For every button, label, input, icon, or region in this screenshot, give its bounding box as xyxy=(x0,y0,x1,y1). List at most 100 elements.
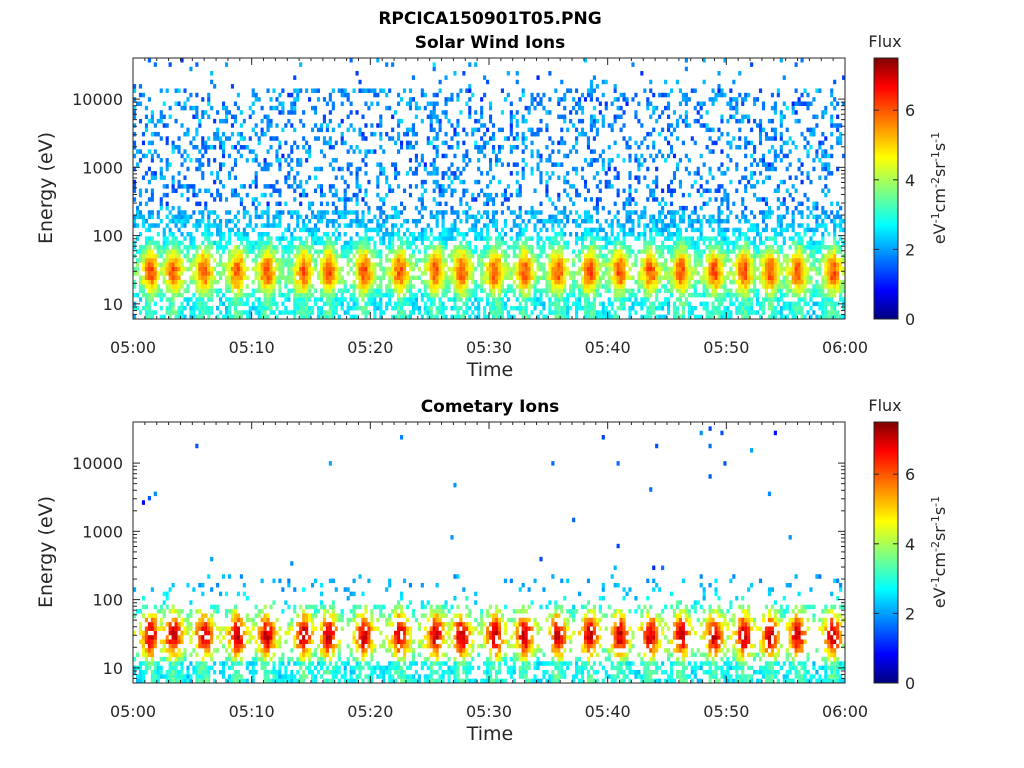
heatmap-cell xyxy=(435,288,439,294)
heatmap-cell xyxy=(204,245,208,250)
heatmap-cell xyxy=(133,245,137,250)
heatmap-cell xyxy=(465,162,469,167)
heatmap-cell xyxy=(720,262,724,267)
heatmap-cell xyxy=(566,171,570,176)
heatmap-cell xyxy=(150,310,154,315)
heatmap-cell xyxy=(281,262,285,267)
heatmap-cell xyxy=(311,236,315,241)
heatmap-cell xyxy=(583,314,588,320)
heatmap-cell xyxy=(705,271,709,276)
heatmap-cell xyxy=(337,166,341,172)
heatmap-cell xyxy=(189,184,193,189)
heatmap-cell xyxy=(566,310,570,315)
heatmap-cell xyxy=(135,305,140,311)
heatmap-cell xyxy=(764,236,769,241)
heatmap-cell xyxy=(684,271,688,276)
heatmap-cell xyxy=(548,236,552,241)
heatmap-cell xyxy=(278,310,282,315)
heatmap-cell xyxy=(592,262,596,267)
heatmap-cell xyxy=(491,197,496,202)
heatmap-cell xyxy=(471,227,475,233)
heatmap-cell xyxy=(791,258,795,263)
heatmap-cell xyxy=(563,271,567,276)
heatmap-cell xyxy=(468,205,472,211)
heatmap-cell xyxy=(165,240,169,246)
heatmap-cell xyxy=(669,288,674,294)
heatmap-cell xyxy=(761,162,766,167)
heatmap-cell xyxy=(506,253,510,259)
heatmap-cell xyxy=(233,314,237,320)
heatmap-cell xyxy=(201,214,205,220)
heatmap-cell xyxy=(459,253,463,259)
heatmap-cell xyxy=(186,166,190,172)
heatmap-cell xyxy=(566,297,570,302)
heatmap-cell xyxy=(827,153,831,159)
heatmap-cell xyxy=(681,236,685,241)
heatmap-cell xyxy=(174,271,178,276)
heatmap-cell xyxy=(794,249,798,254)
heatmap-cell xyxy=(652,145,656,150)
heatmap-cell xyxy=(497,179,502,185)
heatmap-cell xyxy=(512,162,516,167)
heatmap-cell xyxy=(830,266,834,272)
heatmap-cell xyxy=(397,210,401,215)
heatmap-cell xyxy=(827,271,831,276)
heatmap-cell xyxy=(836,284,840,289)
heatmap-cell xyxy=(340,305,344,311)
heatmap-cell xyxy=(435,218,439,224)
heatmap-cell xyxy=(824,175,828,180)
heatmap-cell xyxy=(429,171,433,176)
heatmap-cell xyxy=(536,210,540,215)
heatmap-cell xyxy=(738,305,742,311)
heatmap-cell xyxy=(527,288,531,294)
heatmap-cell xyxy=(601,301,605,307)
heatmap-cell xyxy=(551,266,555,272)
heatmap-cell xyxy=(770,266,774,272)
heatmap-cell xyxy=(539,236,543,241)
heatmap-cell xyxy=(643,245,647,250)
heatmap-cell xyxy=(583,232,588,237)
heatmap-cell xyxy=(646,166,650,172)
heatmap-cell xyxy=(429,305,433,311)
heatmap-cell xyxy=(610,253,614,259)
heatmap-cell xyxy=(764,210,769,215)
heatmap-cell xyxy=(144,188,148,193)
heatmap-cell xyxy=(177,227,181,233)
heatmap-cell xyxy=(444,305,448,311)
heatmap-cell xyxy=(622,288,626,294)
heatmap-cell xyxy=(711,253,715,259)
heatmap-cell xyxy=(575,310,579,315)
heatmap-cell xyxy=(343,192,347,198)
heatmap-cell xyxy=(669,284,674,289)
heatmap-cell xyxy=(391,214,395,220)
heatmap-cell xyxy=(761,210,766,215)
heatmap-cell xyxy=(343,210,347,215)
heatmap-cell xyxy=(646,240,650,246)
heatmap-cell xyxy=(189,305,193,311)
heatmap-cell xyxy=(281,245,285,250)
heatmap-cell xyxy=(669,218,674,224)
heatmap-cell xyxy=(233,266,237,272)
heatmap-cell xyxy=(563,153,567,159)
heatmap-cell xyxy=(575,253,579,259)
heatmap-cell xyxy=(370,297,374,302)
heatmap-cell xyxy=(219,166,223,172)
heatmap-cell xyxy=(708,275,712,280)
heatmap-cell xyxy=(753,253,757,259)
heatmap-cell xyxy=(133,284,137,289)
heatmap-cell xyxy=(293,210,297,215)
heatmap-cell xyxy=(758,275,763,280)
heatmap-cell xyxy=(429,262,433,267)
heatmap-cell xyxy=(379,253,383,259)
heatmap-cell xyxy=(554,162,558,167)
heatmap-cell xyxy=(705,314,709,320)
heatmap-cell xyxy=(512,218,516,224)
heatmap-cell xyxy=(391,232,395,237)
heatmap-cell xyxy=(672,258,677,263)
heatmap-cell xyxy=(447,184,451,189)
heatmap-cell xyxy=(328,314,332,320)
heatmap-cell xyxy=(236,245,240,250)
heatmap-cell xyxy=(328,297,332,302)
heatmap-cell xyxy=(791,279,795,285)
heatmap-cell xyxy=(726,305,730,311)
